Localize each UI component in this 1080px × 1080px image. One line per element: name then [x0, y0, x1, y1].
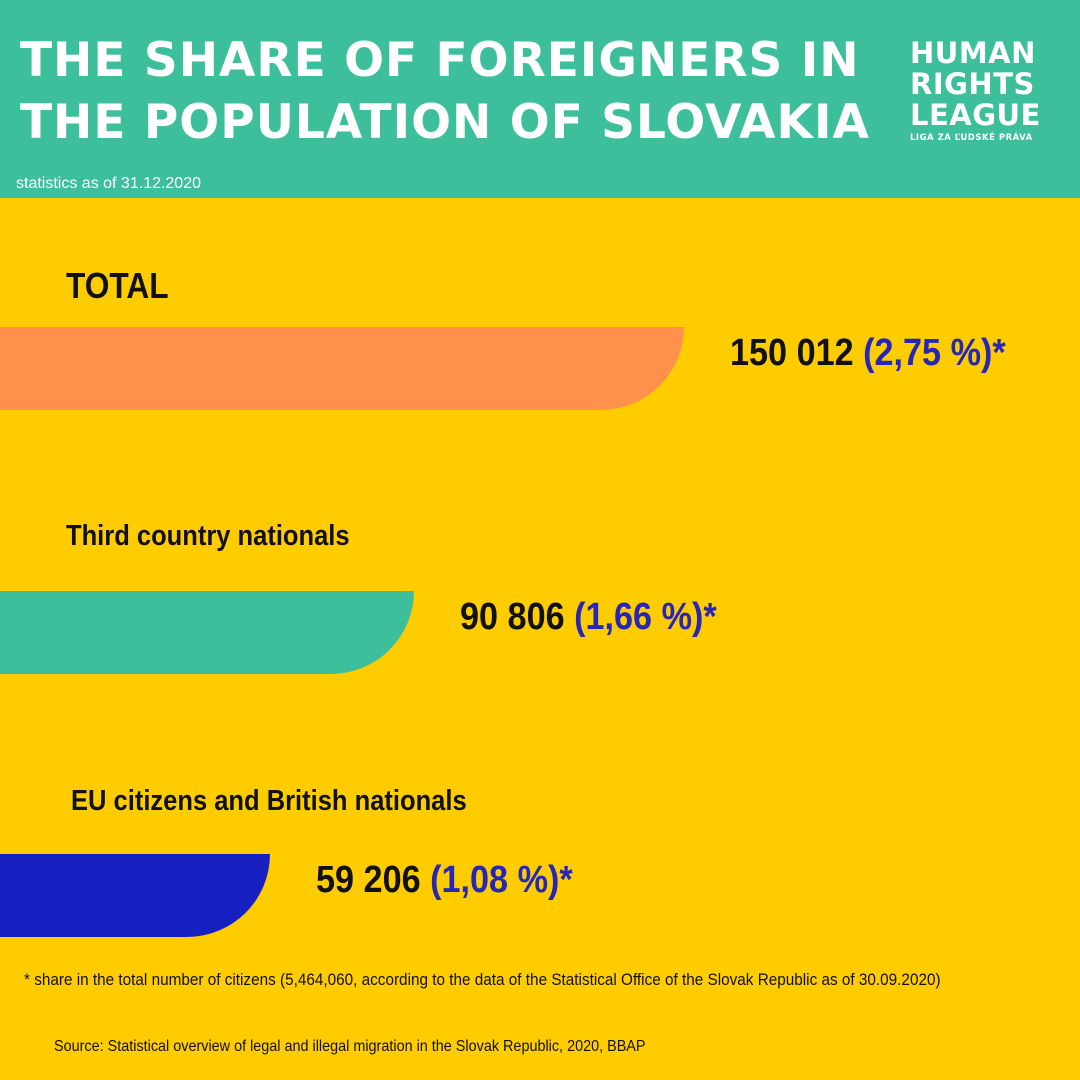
category-label: TOTAL: [66, 265, 169, 306]
value-percent: (1,66 %)*: [574, 596, 717, 638]
statistics-date: statistics as of 31.12.2020: [16, 175, 201, 192]
logo-line-3: LEAGUE: [910, 98, 1041, 132]
bar: [0, 854, 270, 937]
logo-line-1: HUMAN: [910, 36, 1036, 70]
value-number: 150 012: [730, 332, 864, 374]
value-percent: (2,75 %)*: [863, 332, 1006, 374]
source-note: Source: Statistical overview of legal an…: [54, 1038, 646, 1055]
title-line-1: THE SHARE OF FOREIGNERS IN: [20, 33, 860, 88]
value-label: 90 806 (1,66 %)*: [460, 596, 717, 639]
bar: [0, 327, 684, 410]
header-banner: THE SHARE OF FOREIGNERS IN THE POPULATIO…: [0, 0, 1080, 198]
category-label: Third country nationals: [66, 520, 350, 552]
value-label: 59 206 (1,08 %)*: [316, 859, 573, 902]
value-number: 90 806: [460, 596, 575, 638]
value-number: 59 206: [316, 859, 431, 901]
value-label: 150 012 (2,75 %)*: [730, 332, 1006, 375]
human-rights-league-logo: HUMAN RIGHTS LEAGUE LIGA ZA ĽUDSKÉ PRÁVA: [910, 36, 1041, 144]
page-title: THE SHARE OF FOREIGNERS IN THE POPULATIO…: [20, 30, 870, 154]
logo-line-2: RIGHTS: [910, 67, 1035, 101]
footnote: * share in the total number of citizens …: [24, 970, 941, 989]
logo-tagline: LIGA ZA ĽUDSKÉ PRÁVA: [910, 133, 1033, 143]
title-line-2: THE POPULATION OF SLOVAKIA: [20, 95, 870, 151]
bar: [0, 591, 414, 674]
value-percent: (1,08 %)*: [430, 859, 573, 901]
category-label: EU citizens and British nationals: [71, 785, 467, 817]
